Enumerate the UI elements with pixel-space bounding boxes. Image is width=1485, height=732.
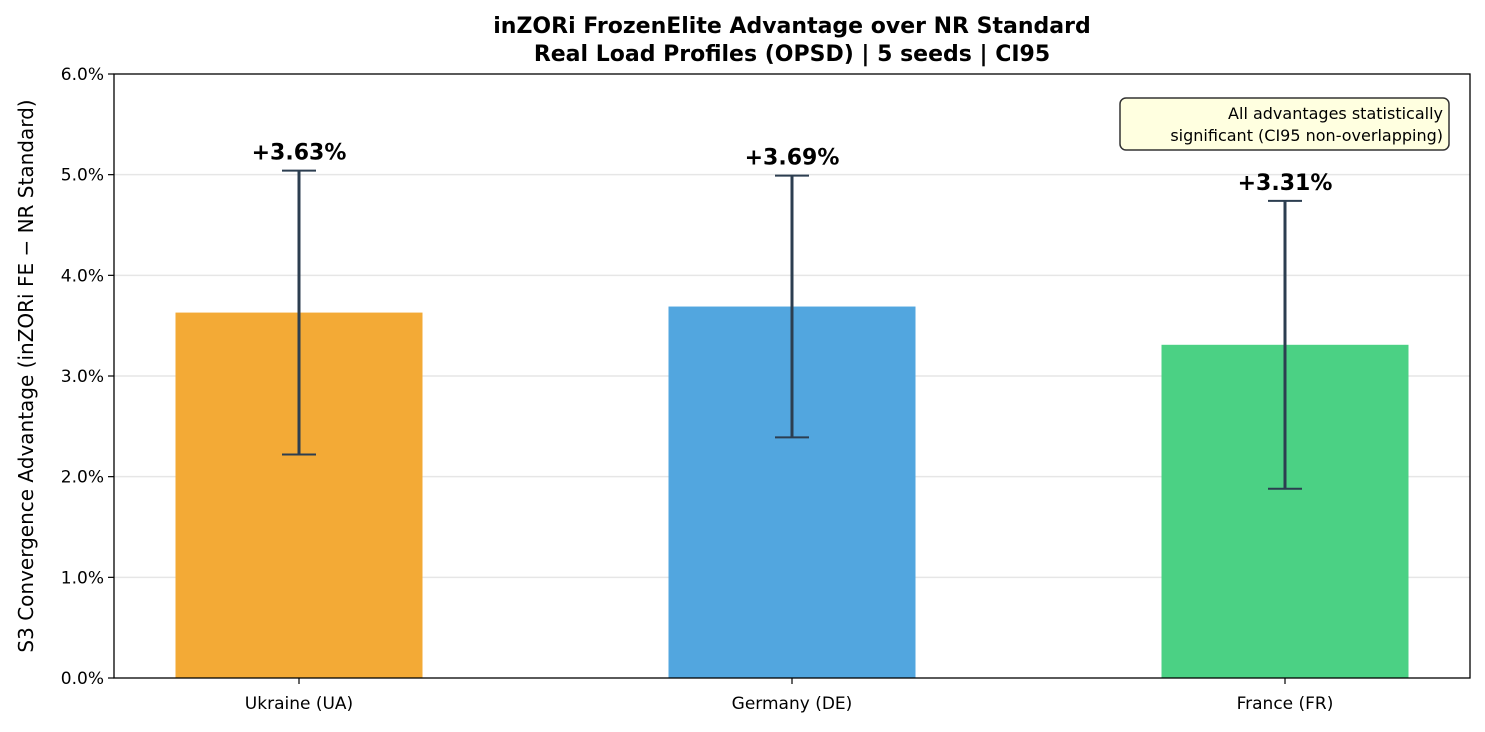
x-tick-label: Ukraine (UA) (245, 694, 353, 714)
annotation-line-2: significant (CI95 non-overlapping) (1170, 126, 1443, 145)
x-tick-label: Germany (DE) (732, 694, 853, 714)
data-label: +3.31% (1238, 171, 1333, 196)
annotation-box: All advantages statistically significant… (1119, 97, 1450, 151)
y-tick-label: 4.0% (61, 266, 104, 286)
y-tick-label: 2.0% (61, 468, 104, 488)
x-tick-label: France (FR) (1237, 694, 1334, 714)
y-axis-label: S3 Convergence Advantage (inZORi FE − NR… (14, 99, 38, 652)
y-tick-label: 1.0% (61, 568, 104, 588)
y-tick-label: 0.0% (61, 669, 104, 689)
chart-title: inZORi FrozenElite Advantage over NR Sta… (493, 14, 1090, 39)
chart-subtitle: Real Load Profiles (OPSD) | 5 seeds | CI… (534, 42, 1050, 67)
y-tick-label: 5.0% (61, 166, 104, 186)
data-label: +3.69% (745, 146, 840, 171)
y-tick-label: 6.0% (61, 65, 104, 85)
y-tick-label: 3.0% (61, 367, 104, 387)
annotation-line-1: All advantages statistically (1228, 104, 1443, 123)
data-label: +3.63% (252, 141, 347, 166)
